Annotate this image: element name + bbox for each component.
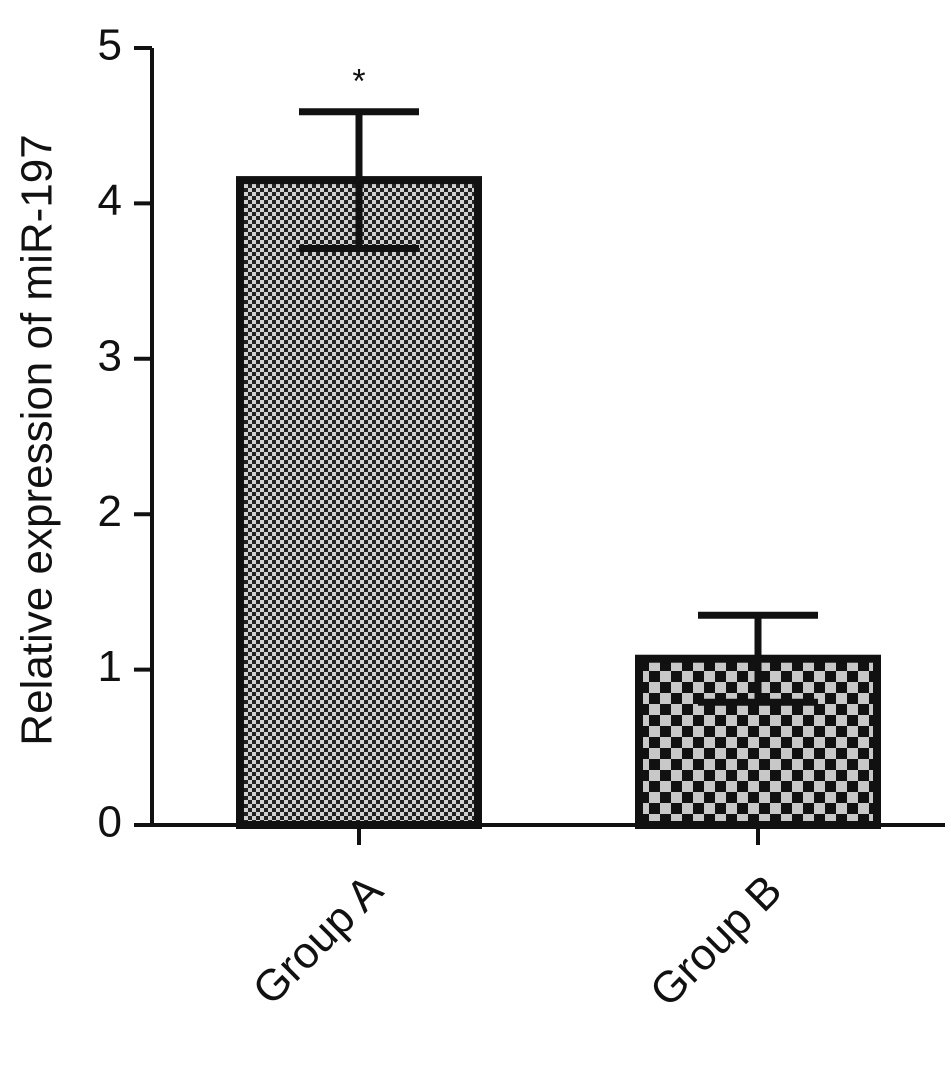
y-tick-label: 4 <box>98 176 122 225</box>
y-tick-label: 3 <box>98 331 122 380</box>
y-tick-label: 0 <box>98 798 122 847</box>
x-tick-label: Group A <box>243 865 392 1014</box>
y-tick-label: 2 <box>98 487 122 536</box>
y-axis-label: Relative expression of miR-197 <box>13 134 62 745</box>
y-tick-label: 5 <box>98 21 122 70</box>
bar <box>236 176 482 829</box>
annotation: * <box>352 63 365 101</box>
x-tick-label: Group B <box>641 866 792 1017</box>
y-tick-label: 1 <box>98 642 122 691</box>
